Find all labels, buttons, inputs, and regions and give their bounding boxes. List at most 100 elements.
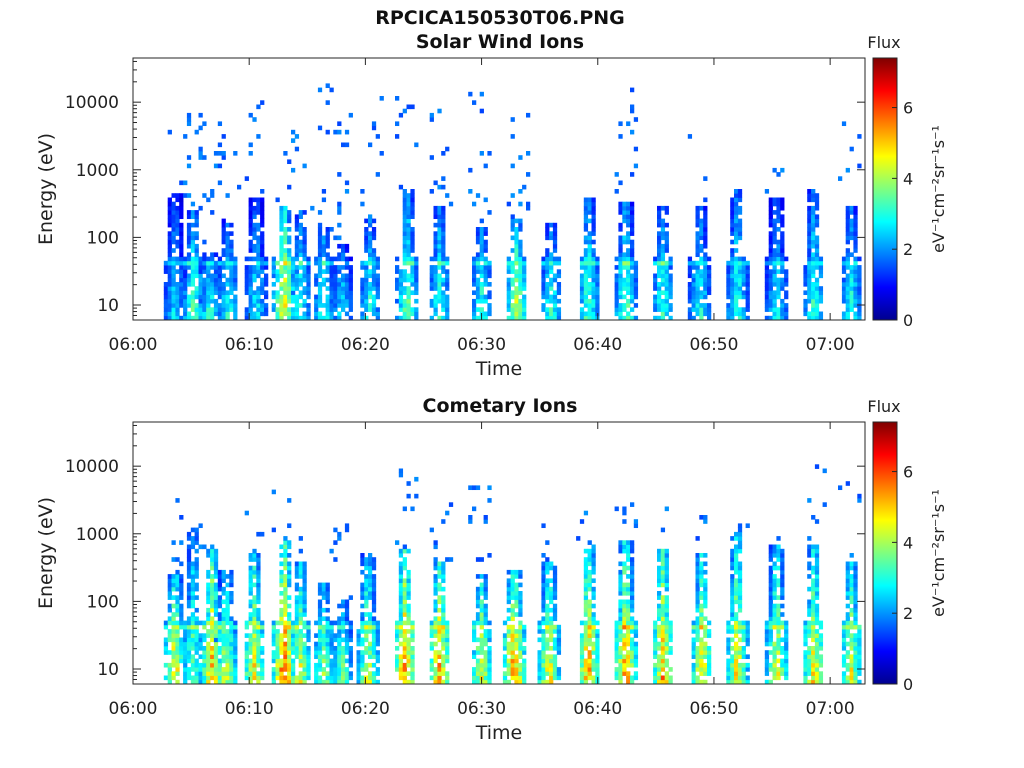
flux-cell bbox=[849, 679, 854, 685]
flux-cell bbox=[630, 210, 635, 215]
flux-cell bbox=[233, 675, 238, 681]
flux-cell bbox=[630, 658, 635, 664]
flux-cell bbox=[818, 637, 824, 643]
flux-cell bbox=[622, 214, 627, 220]
flux-cell bbox=[248, 210, 253, 215]
flux-cell bbox=[437, 290, 442, 296]
flux-cell bbox=[410, 311, 415, 317]
flux-cell bbox=[579, 277, 585, 283]
flux-cell bbox=[375, 654, 380, 660]
flux-cell bbox=[591, 641, 596, 647]
flux-cell bbox=[206, 679, 211, 685]
flux-cell bbox=[518, 256, 523, 262]
flux-cell bbox=[737, 679, 743, 685]
flux-cell bbox=[248, 591, 253, 596]
flux-cell bbox=[402, 637, 407, 643]
flux-cell bbox=[703, 616, 708, 622]
flux-cell bbox=[699, 679, 704, 685]
flux-cell bbox=[175, 557, 180, 562]
flux-cell bbox=[487, 633, 492, 638]
flux-cell bbox=[344, 523, 350, 529]
flux-cell bbox=[811, 578, 816, 584]
flux-cell bbox=[402, 214, 407, 220]
flux-cell bbox=[302, 599, 307, 605]
flux-cell bbox=[522, 286, 527, 291]
flux-cell bbox=[664, 210, 669, 215]
flux-cell bbox=[526, 151, 531, 156]
flux-cell bbox=[630, 578, 635, 584]
flux-cell bbox=[194, 620, 199, 626]
flux-cell bbox=[298, 654, 303, 660]
flux-cell bbox=[784, 277, 789, 283]
flux-cell bbox=[221, 222, 226, 228]
flux-cell bbox=[549, 231, 554, 236]
flux-cell bbox=[780, 595, 785, 600]
flux-cell bbox=[668, 290, 673, 296]
spectrogram-cells bbox=[163, 464, 862, 685]
flux-cell bbox=[360, 679, 365, 685]
flux-cell bbox=[537, 658, 542, 664]
flux-cell bbox=[660, 658, 666, 664]
flux-cell bbox=[853, 227, 858, 232]
flux-cell bbox=[364, 582, 369, 588]
flux-cell bbox=[780, 591, 785, 596]
flux-cell bbox=[583, 277, 589, 283]
flux-cell bbox=[402, 222, 407, 228]
flux-cell bbox=[630, 502, 635, 507]
flux-cell bbox=[472, 637, 477, 643]
flux-cell bbox=[522, 298, 527, 304]
flux-cell bbox=[433, 565, 438, 571]
flux-cell bbox=[814, 243, 820, 249]
flux-cell bbox=[583, 227, 589, 232]
flux-cell bbox=[210, 607, 215, 613]
flux-cell bbox=[298, 591, 303, 596]
flux-cell bbox=[217, 269, 223, 274]
flux-cell bbox=[814, 565, 820, 571]
flux-cell bbox=[437, 671, 442, 676]
flux-cell bbox=[275, 269, 280, 274]
flux-cell bbox=[479, 586, 484, 592]
flux-cell bbox=[780, 269, 785, 274]
flux-cell bbox=[784, 662, 789, 668]
flux-cell bbox=[487, 282, 492, 287]
flux-cell bbox=[302, 586, 307, 592]
flux-cell bbox=[803, 620, 808, 626]
flux-cell bbox=[217, 633, 223, 638]
flux-cell bbox=[341, 650, 346, 655]
flux-cell bbox=[325, 260, 330, 266]
flux-cell bbox=[348, 277, 353, 283]
flux-cell bbox=[707, 277, 712, 283]
flux-cell bbox=[653, 256, 658, 262]
flux-cell bbox=[745, 260, 750, 266]
flux-cell bbox=[356, 675, 361, 681]
flux-cell bbox=[776, 218, 781, 224]
flux-cell bbox=[695, 595, 700, 600]
flux-cell bbox=[657, 307, 662, 312]
flux-cell bbox=[541, 603, 546, 609]
flux-cell bbox=[857, 498, 862, 503]
flux-cell bbox=[294, 675, 300, 681]
flux-cell bbox=[194, 222, 199, 228]
flux-cell bbox=[186, 277, 192, 283]
flux-cell bbox=[291, 633, 296, 638]
flux-cell bbox=[167, 578, 172, 584]
flux-cell bbox=[183, 667, 188, 672]
flux-cell bbox=[475, 595, 481, 600]
flux-cell bbox=[591, 303, 596, 308]
flux-cell bbox=[183, 654, 188, 660]
flux-cell bbox=[179, 294, 184, 300]
flux-cell bbox=[252, 256, 257, 262]
flux-cell bbox=[402, 243, 407, 249]
flux-cell bbox=[279, 675, 284, 681]
flux-cell bbox=[703, 231, 708, 236]
flux-cell bbox=[217, 286, 223, 291]
flux-cell bbox=[583, 235, 589, 241]
flux-cell bbox=[657, 671, 662, 676]
flux-cell bbox=[260, 646, 265, 651]
flux-cell bbox=[695, 620, 700, 626]
flux-cell bbox=[244, 307, 249, 312]
flux-cell bbox=[248, 112, 253, 118]
flux-cell bbox=[337, 298, 342, 304]
flux-cell bbox=[344, 142, 350, 148]
flux-cell bbox=[849, 591, 854, 596]
